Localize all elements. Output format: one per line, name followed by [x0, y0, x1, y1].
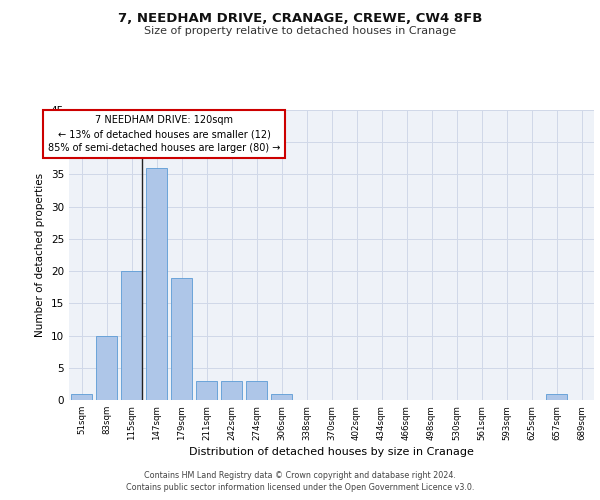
Bar [196, 380, 217, 400]
Bar [121, 271, 142, 400]
Bar [96, 336, 117, 400]
Bar [271, 394, 292, 400]
Bar [546, 394, 567, 400]
Bar [221, 380, 242, 400]
X-axis label: Distribution of detached houses by size in Cranage: Distribution of detached houses by size … [189, 446, 474, 456]
Bar [171, 278, 192, 400]
Text: 7, NEEDHAM DRIVE, CRANAGE, CREWE, CW4 8FB: 7, NEEDHAM DRIVE, CRANAGE, CREWE, CW4 8F… [118, 12, 482, 26]
Bar [246, 380, 267, 400]
Bar [71, 394, 92, 400]
Text: Contains HM Land Registry data © Crown copyright and database right 2024.
Contai: Contains HM Land Registry data © Crown c… [126, 471, 474, 492]
Y-axis label: Number of detached properties: Number of detached properties [35, 173, 46, 337]
Text: 7 NEEDHAM DRIVE: 120sqm
← 13% of detached houses are smaller (12)
85% of semi-de: 7 NEEDHAM DRIVE: 120sqm ← 13% of detache… [48, 115, 280, 153]
Bar [146, 168, 167, 400]
Text: Size of property relative to detached houses in Cranage: Size of property relative to detached ho… [144, 26, 456, 36]
